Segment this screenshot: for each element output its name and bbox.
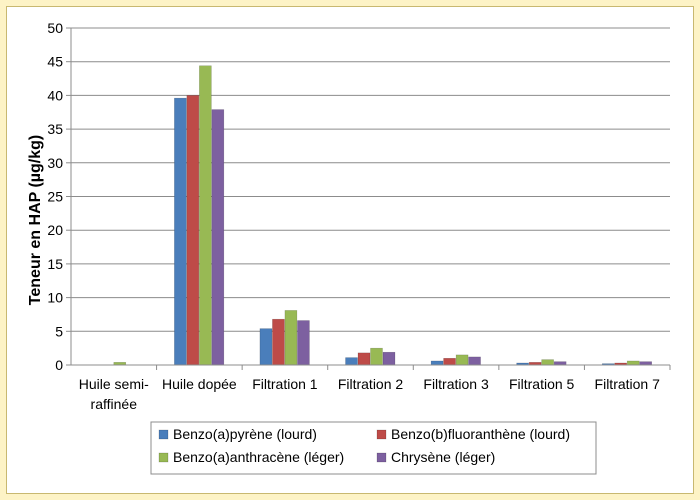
bar <box>259 328 273 366</box>
bar <box>443 358 456 366</box>
x-category-label: Huile semi- <box>79 376 149 392</box>
bar <box>272 318 285 366</box>
legend-entry: Chrysène (léger) <box>391 449 495 465</box>
bar <box>370 347 383 366</box>
legend-entry: Benzo(a)anthracène (léger) <box>173 449 344 465</box>
bar <box>297 320 310 366</box>
legend-box <box>150 421 597 475</box>
legend-swatch <box>376 452 387 463</box>
y-axis-label: Teneur en HAP (µg/kg) <box>27 135 44 305</box>
x-category-label: Filtration 3 <box>423 376 489 392</box>
x-category-label: Filtration 2 <box>338 376 404 392</box>
x-category-label: Filtration 7 <box>595 376 661 392</box>
bar <box>553 361 567 366</box>
legend-swatch <box>158 429 169 440</box>
legend-entry: Benzo(a)pyrène (lourd) <box>173 426 317 442</box>
y-tick-label: 35 <box>47 121 63 137</box>
y-tick-label: 25 <box>47 189 63 205</box>
x-category-label: Filtration 1 <box>252 376 318 392</box>
y-tick-label: 45 <box>47 54 63 70</box>
bar <box>541 359 554 366</box>
axes <box>66 27 671 370</box>
y-tick-label: 10 <box>47 290 63 306</box>
chart-frame <box>6 6 694 494</box>
legend-entry: Benzo(b)fluoranthène (lourd) <box>391 426 570 442</box>
legend: Benzo(a)pyrène (lourd) Benzo(b)fluoranthè… <box>150 421 597 475</box>
bar <box>382 351 396 366</box>
legend-swatch <box>158 452 169 463</box>
bar <box>284 310 298 366</box>
bar <box>211 109 225 366</box>
y-tick-label: 5 <box>55 323 63 339</box>
x-category-label: Filtration 5 <box>509 376 575 392</box>
y-tick-label: 30 <box>47 155 63 171</box>
bar <box>468 356 481 366</box>
bar <box>186 95 200 366</box>
bar <box>357 352 371 366</box>
y-tick-label: 50 <box>47 20 63 36</box>
bar <box>639 361 652 366</box>
y-tick-label: 15 <box>47 256 63 272</box>
bar <box>345 357 358 366</box>
y-tick-label: 20 <box>47 222 63 238</box>
legend-swatch <box>376 429 387 440</box>
y-tick-labels: 0 5 10 15 20 25 30 35 40 45 50 <box>47 20 63 373</box>
x-category-labels: Huile semi-raffinée Huile dopée Filtration… <box>79 376 660 412</box>
bar <box>199 65 212 366</box>
y-tick-label: 40 <box>47 87 63 103</box>
bar <box>430 360 444 366</box>
y-tick-label: 0 <box>55 357 63 373</box>
gridlines <box>71 27 670 332</box>
bar <box>626 360 640 366</box>
bar <box>455 354 469 366</box>
x-category-label: raffinée <box>91 396 138 412</box>
bars <box>113 65 652 366</box>
x-category-label: Huile dopée <box>162 376 237 392</box>
bar <box>174 97 187 366</box>
